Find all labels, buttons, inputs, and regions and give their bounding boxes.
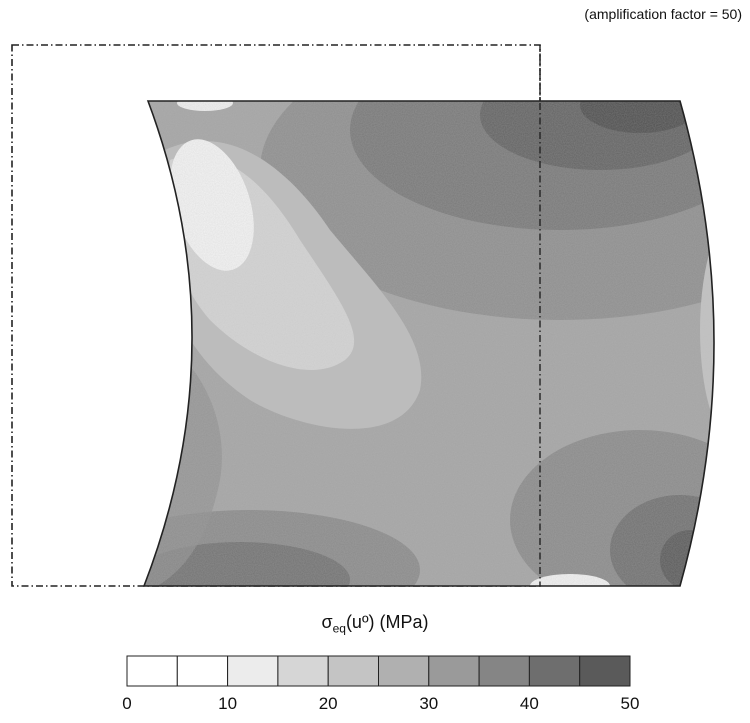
colorbar-bin [227,655,279,687]
colorbar-tick-label: 20 [318,694,338,713]
colorbar-tick-label: 50 [620,694,640,713]
deformed-body [144,101,714,586]
colorbar-tick-label: 40 [519,694,539,713]
colorbar-bin [478,655,530,687]
colorbar-bin [528,655,581,687]
grain-texture [144,101,714,586]
colorbar-tick-label: 10 [218,694,238,713]
colorbar-title: σeq(uº) (MPa) [0,612,750,636]
stress-unit: (MPa) [379,612,429,632]
colorbar [126,655,631,687]
colorbar-bin [327,655,380,687]
amplification-annotation: (amplification factor = 50) [584,6,742,22]
colorbar-bin [378,655,430,687]
deformed-outline [142,100,715,587]
stress-symbol: σ [321,612,333,632]
colorbar-tick-label: 30 [419,694,439,713]
colorbar-bin [428,655,480,687]
colorbar-ticks: 0 10 20 30 40 50 [0,694,750,718]
colorbar-bin [277,655,329,687]
colorbar-bin [126,655,178,687]
colorbar-bin [176,655,229,687]
stress-subscript: eq [332,621,346,636]
colorbar-bin [579,655,631,687]
stress-argument: (uº) [345,612,375,632]
colorbar-tick-label: 0 [122,694,132,713]
